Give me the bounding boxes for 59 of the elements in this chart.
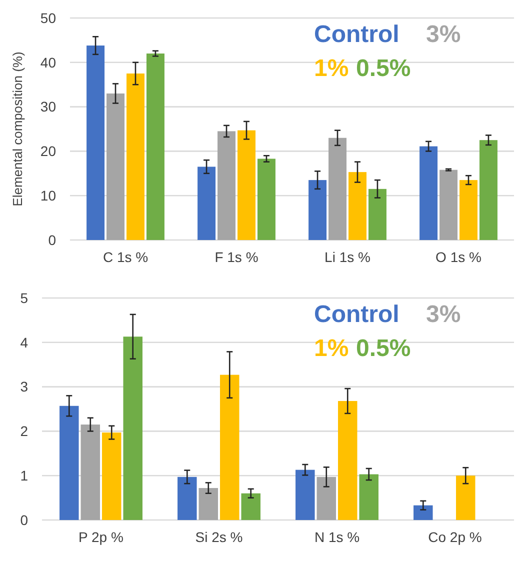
y-tick-label: 5 — [20, 290, 28, 306]
bar — [420, 146, 438, 240]
y-tick-label: 2 — [20, 423, 28, 440]
bar — [102, 432, 122, 520]
text: 1% — [314, 55, 349, 82]
y-axis-title: Elemental composition (%) — [10, 52, 25, 206]
bar — [308, 180, 327, 240]
text: 3% — [426, 21, 461, 48]
bar — [440, 170, 458, 240]
bar — [359, 474, 378, 520]
bar — [414, 505, 433, 520]
x-tick-label: Si 2s % — [195, 529, 243, 545]
bar — [106, 93, 124, 240]
bar — [368, 188, 386, 240]
bar — [241, 493, 260, 520]
bar — [178, 476, 197, 520]
bar — [338, 401, 358, 520]
bar — [123, 336, 142, 520]
bar — [198, 166, 216, 240]
bar — [316, 476, 336, 520]
bar — [80, 424, 100, 520]
x-tick-label: P 2p % — [78, 529, 124, 545]
text: 0.5% — [356, 335, 411, 362]
bar — [348, 172, 366, 240]
bar — [86, 46, 105, 240]
y-tick-label: 0 — [48, 232, 56, 248]
bar — [460, 180, 478, 240]
y-tick-label: 3 — [20, 378, 28, 395]
bar — [146, 54, 164, 240]
y-tick-label: 10 — [40, 188, 56, 204]
text: 0.5% — [356, 55, 411, 82]
bar — [479, 140, 498, 240]
x-tick-label: Li 1s % — [324, 249, 370, 265]
y-tick-label: 40 — [40, 54, 56, 70]
x-tick-label: N 1s % — [314, 529, 360, 545]
y-tick-label: 1 — [20, 468, 28, 484]
text: 3% — [426, 301, 461, 328]
text: Control — [314, 21, 400, 48]
y-tick-label: 4 — [20, 334, 28, 350]
x-tick-label: F 1s % — [214, 249, 258, 265]
bar — [60, 406, 79, 520]
bar — [198, 488, 218, 520]
y-tick-label: 0 — [20, 512, 28, 528]
y-tick-label: 50 — [40, 10, 56, 26]
text: Control — [314, 301, 400, 328]
bar — [296, 470, 315, 520]
x-tick-label: O 1s % — [436, 249, 482, 265]
bar — [328, 138, 346, 240]
x-tick-label: C 1s % — [102, 249, 148, 265]
y-tick-label: 30 — [40, 98, 56, 115]
x-tick-label: Co 2p % — [428, 529, 482, 545]
series-label: 1% — [314, 335, 349, 362]
bar — [126, 74, 144, 240]
bar — [238, 130, 256, 240]
y-tick-label: 20 — [40, 143, 56, 160]
bar — [456, 476, 476, 520]
bar — [220, 374, 240, 520]
bar — [257, 158, 276, 240]
bar — [218, 131, 236, 240]
